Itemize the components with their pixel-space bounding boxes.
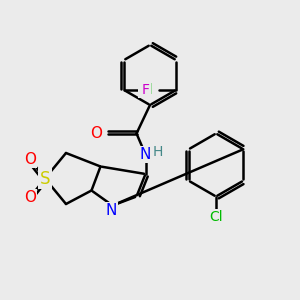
Text: O: O <box>24 190 36 205</box>
Text: N: N <box>140 147 151 162</box>
Text: H: H <box>153 145 163 159</box>
Text: Cl: Cl <box>139 83 153 97</box>
Text: N: N <box>105 203 117 218</box>
Text: Cl: Cl <box>209 210 223 224</box>
Text: S: S <box>40 169 50 188</box>
Text: O: O <box>91 126 103 141</box>
Text: O: O <box>24 152 36 167</box>
Text: F: F <box>141 83 149 97</box>
